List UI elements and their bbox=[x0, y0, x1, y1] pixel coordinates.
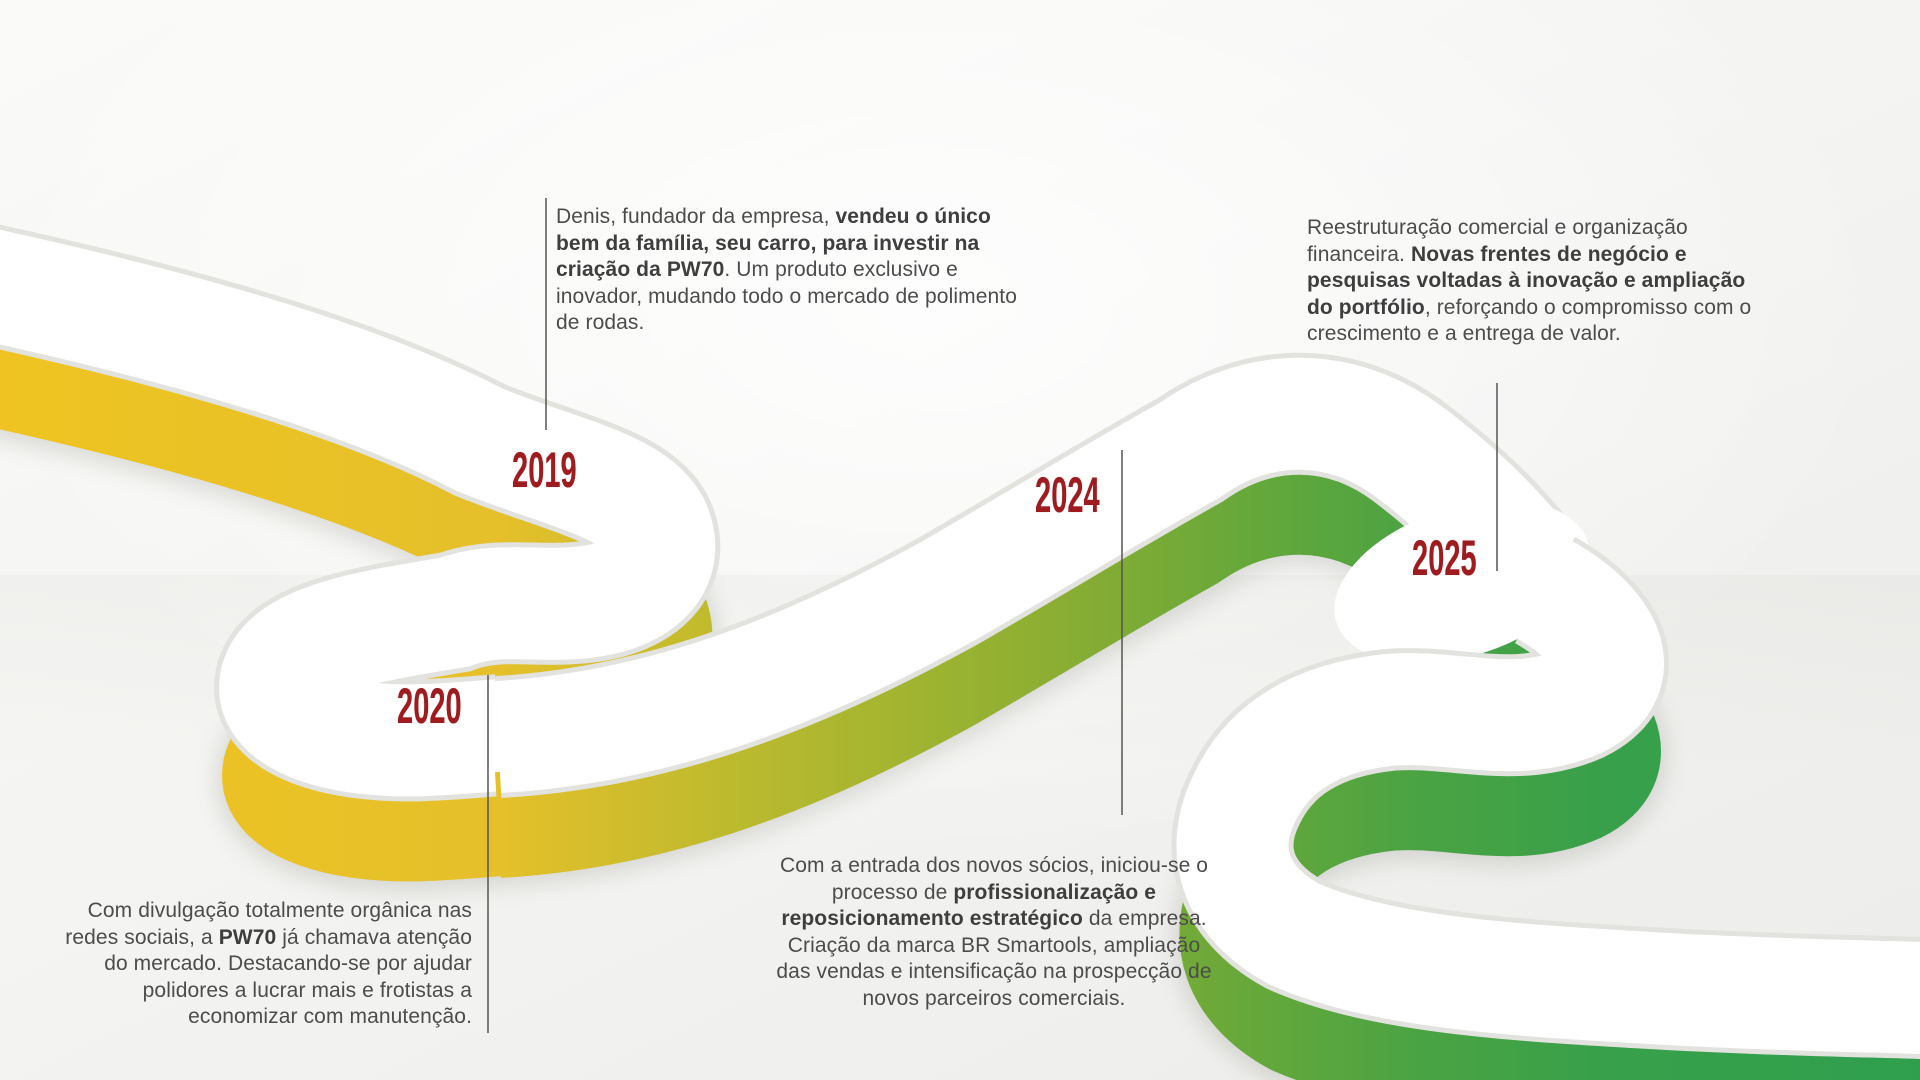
connector-line-2025 bbox=[1496, 383, 1498, 571]
description-2024: Com a entrada dos novos sócios, iniciou-… bbox=[776, 854, 1212, 1010]
road-surface-widening bbox=[1334, 500, 1590, 664]
year-label-2024: 2024 bbox=[1035, 467, 1100, 523]
description-2019: Denis, fundador da empresa, vendeu o úni… bbox=[556, 205, 1017, 334]
road-segment-3 bbox=[1171, 536, 1920, 1080]
description-2020: Com divulgação totalmente orgânica nas re… bbox=[65, 899, 472, 1028]
year-label-2019: 2019 bbox=[512, 442, 577, 498]
connector-line-2020 bbox=[487, 675, 489, 1033]
description-2025: Reestruturação comercial e organização fi… bbox=[1307, 216, 1752, 345]
connector-line-2019 bbox=[545, 198, 547, 430]
connector-line-2024 bbox=[1121, 450, 1123, 815]
road-segment-2 bbox=[494, 352, 1596, 878]
year-label-2020: 2020 bbox=[397, 678, 462, 734]
year-label-2025: 2025 bbox=[1412, 530, 1477, 586]
